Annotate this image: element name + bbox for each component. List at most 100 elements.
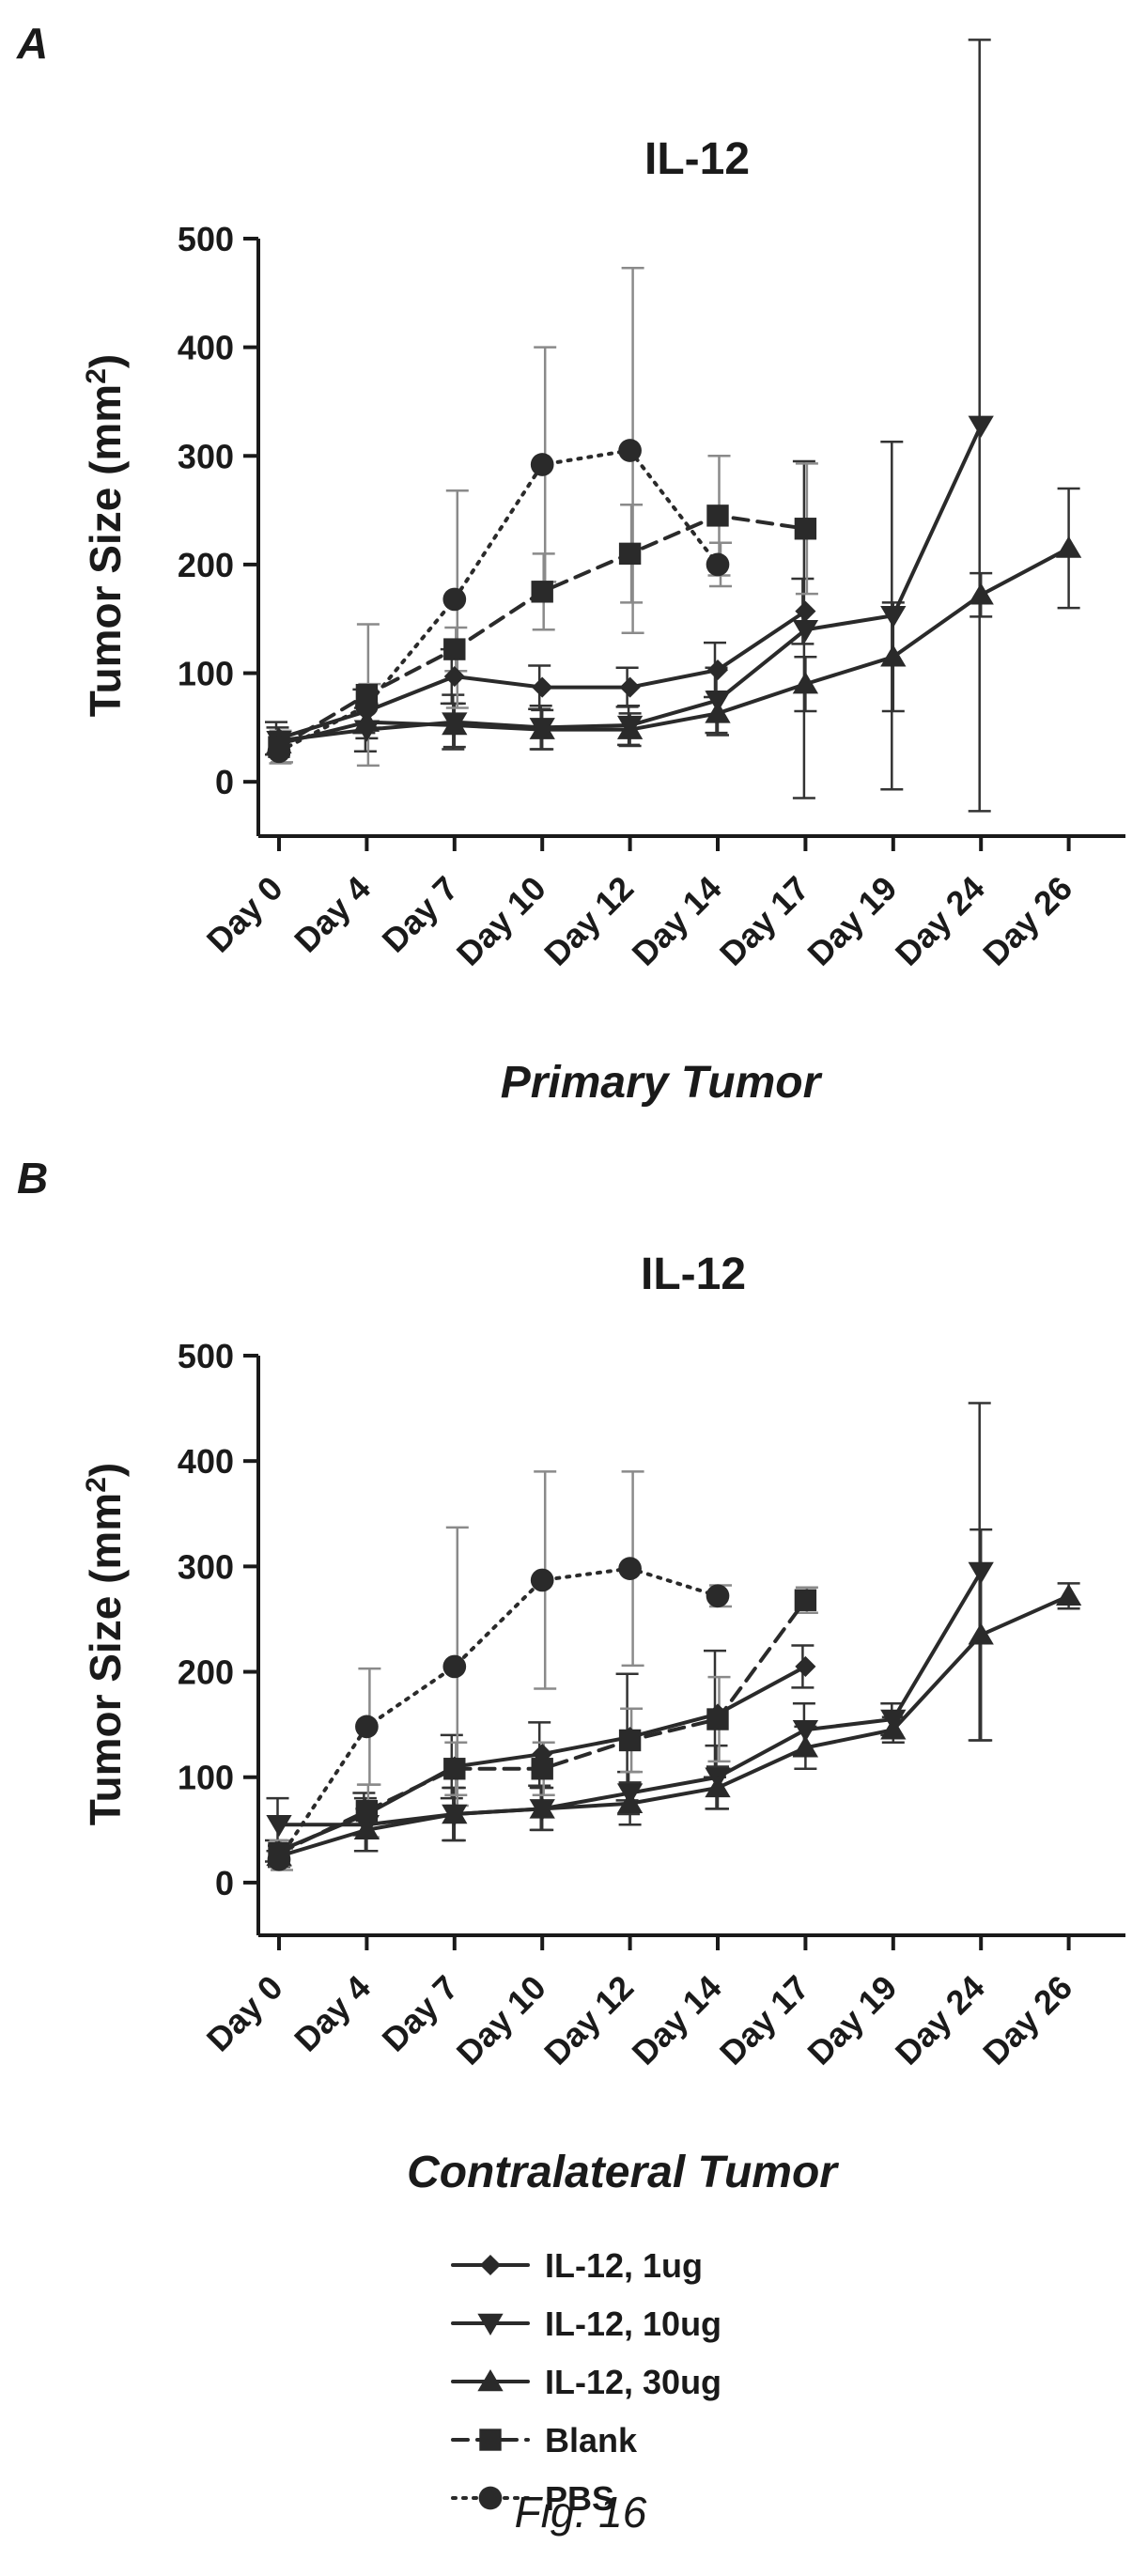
panel-a-point-pbs-day-10 xyxy=(530,453,554,476)
panel-b-point-il-12-30ug-day-24 xyxy=(968,1622,994,1645)
legend-item-pbs: PBS xyxy=(451,2479,614,2518)
panel-a-point-pbs-day-12 xyxy=(618,439,642,462)
legend-marker-il-12-30ug xyxy=(477,2369,504,2392)
legend-marker-il-12-10ug xyxy=(477,2313,504,2335)
panel-b-subtitle: Contralateral Tumor xyxy=(407,2148,839,2197)
panel-a-series-markers xyxy=(266,415,1082,764)
panel-a-x-tick-label-day-0: Day 0 xyxy=(199,869,290,960)
panel-b-point-il-12-30ug-day-10 xyxy=(529,1796,555,1819)
panel-b-point-pbs-day-0 xyxy=(267,1847,291,1871)
panel-a-point-pbs-day-0 xyxy=(267,739,291,764)
panel-b-y-tick-label-100: 100 xyxy=(178,1759,234,1797)
panel-a-title: IL-12 xyxy=(644,134,750,184)
panel-b-point-blank-day-17 xyxy=(794,1589,817,1611)
panel-a-point-il-12-10ug-day-17 xyxy=(792,620,819,643)
panel-b-x-tick-label-day-24: Day 24 xyxy=(888,1968,992,2072)
panel-a-point-blank-day-7 xyxy=(443,638,466,660)
panel-a-point-il-12-1ug-day-7 xyxy=(443,665,465,688)
panel-b-line-pbs xyxy=(277,1566,720,1862)
panel-b-y-axis-label-close: ) xyxy=(81,1463,130,1477)
panel-a-y-axis-label-close: ) xyxy=(81,354,130,368)
panel-a-x-tick-label-day-12: Day 12 xyxy=(536,869,641,973)
panel-b-series-markers xyxy=(266,1557,1082,1871)
panel-a-point-il-12-30ug-day-4 xyxy=(353,709,380,732)
panel-b-line-il-12-30ug xyxy=(277,1593,1071,1858)
panel-b-point-pbs-day-10 xyxy=(530,1568,554,1592)
panel-b-point-pbs-day-12 xyxy=(618,1557,642,1580)
panel-b-point-pbs-day-14 xyxy=(706,1584,730,1608)
panel-b-point-il-12-30ug-day-14 xyxy=(705,1775,731,1798)
panel-a-y-tick-label-100: 100 xyxy=(178,655,234,693)
panel-a-point-blank-day-14 xyxy=(706,504,729,527)
legend-item-il-12-1ug: IL-12, 1ug xyxy=(451,2246,703,2285)
legend-item-il-12-30ug: IL-12, 30ug xyxy=(451,2363,721,2401)
panel-b-y-axis-label-text: Tumor Size (mm xyxy=(81,1493,130,1825)
panel-a-y-tick-label-500: 500 xyxy=(178,220,234,258)
legend-label-il-12-10ug: IL-12, 10ug xyxy=(545,2304,721,2343)
panel-a-line-il-12-30ug xyxy=(277,546,1071,746)
panel-a-x-tick-label-day-17: Day 17 xyxy=(712,869,816,973)
panel-a-x-tick-label-day-10: Day 10 xyxy=(449,869,553,973)
legend-item-il-12-10ug: IL-12, 10ug xyxy=(451,2304,721,2343)
panel-a-point-il-12-1ug-day-14 xyxy=(706,660,729,681)
panel-a-line-pbs xyxy=(277,448,720,753)
panel-a-x-tick-label-day-26: Day 26 xyxy=(975,869,1079,973)
legend-marker-blank xyxy=(479,2429,502,2451)
panel-a-point-il-12-30ug-day-12 xyxy=(616,717,644,739)
legend-marker-pbs xyxy=(478,2486,503,2510)
panel-a-point-il-12-1ug-day-17 xyxy=(795,600,816,622)
panel-a-point-pbs-day-7 xyxy=(442,587,467,612)
panel-a-y-tick-label-300: 300 xyxy=(178,437,234,475)
panel-a-y-axis-label-superscript: 2 xyxy=(81,368,112,384)
panel-b-point-il-12-30ug-day-26 xyxy=(1055,1583,1082,1606)
panel-b-y-tick-label-200: 200 xyxy=(178,1653,234,1692)
panel-a-point-pbs-day-14 xyxy=(706,552,730,577)
panel-a-point-il-12-30ug-day-26 xyxy=(1055,535,1082,558)
panel-a-subtitle: Primary Tumor xyxy=(501,1058,823,1108)
panel-a-series-lines xyxy=(277,423,1071,753)
panel-b-point-il-12-30ug-day-12 xyxy=(616,1791,644,1814)
panel-a-point-il-12-30ug-day-7 xyxy=(442,713,468,736)
panel-b-point-pbs-day-7 xyxy=(442,1654,467,1679)
panel-a-point-il-12-30ug-day-24 xyxy=(968,582,994,605)
panel-b-y-tick-label-0: 0 xyxy=(215,1864,234,1902)
legend-label-il-12-30ug: IL-12, 30ug xyxy=(545,2363,721,2401)
panel-a-point-blank-day-10 xyxy=(531,581,553,603)
panel-b-error-bars xyxy=(265,1402,1080,1871)
panel-b-x-tick-label-day-4: Day 4 xyxy=(287,1968,378,2059)
panel-b-x-tick-label-day-12: Day 12 xyxy=(536,1968,641,2072)
figure-caption: Fig. 16 xyxy=(515,2488,647,2537)
panel-a-point-il-12-30ug-day-10 xyxy=(529,717,555,739)
legend-label-pbs: PBS xyxy=(545,2479,614,2518)
panel-b-point-blank-day-12 xyxy=(618,1729,642,1752)
panel-a-point-blank-day-17 xyxy=(794,518,817,540)
panel-b-series-lines xyxy=(277,1566,1071,1862)
panel-b-point-blank-day-10 xyxy=(531,1758,553,1780)
legend-item-blank: Blank xyxy=(451,2421,638,2460)
panel-a-point-il-12-30ug-day-14 xyxy=(705,701,731,723)
panel-b: B IL-12 Tumor Size (mm2) 0 100 200 300 400 50… xyxy=(17,1154,1125,2197)
panel-b-y-axis-label-superscript: 2 xyxy=(81,1477,112,1493)
panel-a-x-tick-label-day-14: Day 14 xyxy=(625,869,729,973)
panel-a: A IL-12 Tumor Size (mm2) 0 100 200 300 400 50… xyxy=(16,19,1125,1108)
panel-b-x-tick-label-day-14: Day 14 xyxy=(625,1968,729,2072)
panel-a-point-pbs-day-4 xyxy=(355,693,379,718)
panel-a-y-ticks: 0 100 200 300 400 500 xyxy=(178,220,258,801)
panel-b-point-blank-day-7 xyxy=(443,1758,466,1780)
panel-b-x-tick-label-day-19: Day 19 xyxy=(799,1968,904,2072)
panel-b-title: IL-12 xyxy=(641,1249,746,1299)
panel-b-point-pbs-day-4 xyxy=(355,1715,379,1739)
panel-b-point-il-12-10ug-day-17 xyxy=(792,1720,819,1743)
panel-b-point-il-12-1ug-day-17 xyxy=(795,1655,816,1677)
panel-b-x-tick-label-day-0: Day 0 xyxy=(199,1968,290,2059)
panel-a-point-il-12-10ug-day-24 xyxy=(968,415,994,438)
panel-b-point-il-12-30ug-day-17 xyxy=(792,1735,819,1758)
panel-b-y-axis-label: Tumor Size (mm2) xyxy=(81,1463,130,1825)
panel-b-x-tick-label-day-17: Day 17 xyxy=(712,1968,816,2072)
panel-a-point-il-12-30ug-day-19 xyxy=(880,644,907,667)
panel-b-point-blank-day-14 xyxy=(706,1708,729,1730)
panel-a-letter: A xyxy=(16,19,48,68)
panel-a-x-tick-label-day-24: Day 24 xyxy=(888,869,992,973)
